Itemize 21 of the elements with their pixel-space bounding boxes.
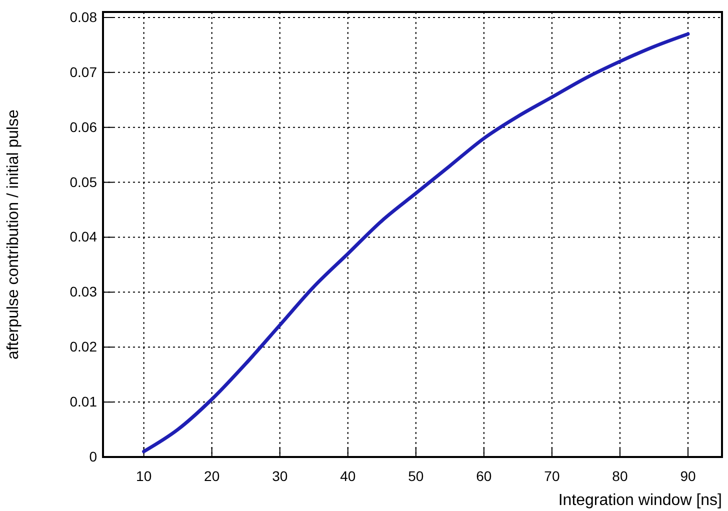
x-axis-title: Integration window [ns] — [558, 492, 722, 509]
y-tick-label: 0 — [89, 448, 98, 464]
y-tick-label: 0.01 — [70, 394, 98, 410]
x-tick-label: 80 — [612, 468, 628, 484]
x-tick-label: 70 — [544, 468, 560, 484]
x-tick-label: 20 — [204, 468, 220, 484]
y-tick-label: 0.05 — [70, 174, 98, 190]
y-axis-title: afterpulse contribution / initial pulse — [5, 109, 22, 360]
x-tick-label: 60 — [476, 468, 492, 484]
x-tick-label: 50 — [408, 468, 424, 484]
y-tick-label: 0.04 — [70, 228, 98, 245]
line-series — [142, 32, 690, 454]
x-tick-label: 30 — [272, 468, 288, 484]
y-tick-label: 0.08 — [70, 8, 98, 25]
y-tick-label: 0.07 — [70, 64, 98, 80]
y-tick-label: 0.02 — [70, 338, 98, 355]
y-tick-label: 0.03 — [70, 284, 98, 300]
x-tick-label: 90 — [680, 468, 696, 484]
y-tick-label: 0.06 — [70, 118, 98, 135]
x-tick-label: 10 — [136, 468, 152, 484]
x-tick-label: 40 — [340, 468, 356, 484]
